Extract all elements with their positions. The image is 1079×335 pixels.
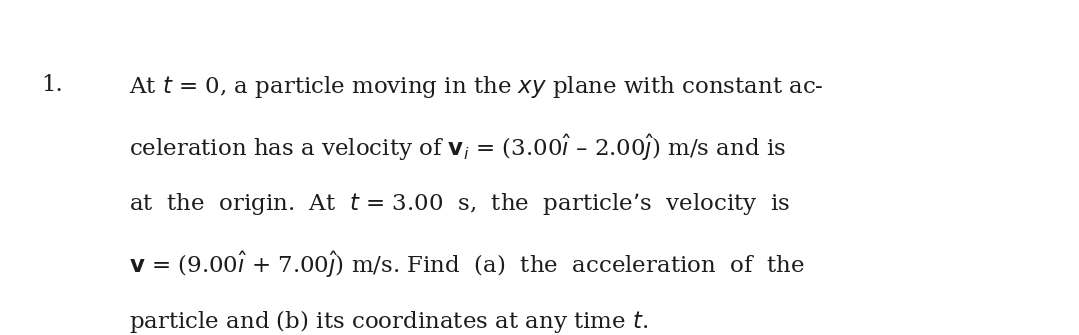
- Text: At $t$ = 0, a particle moving in the $xy$ plane with constant ac-: At $t$ = 0, a particle moving in the $xy…: [129, 74, 824, 100]
- Text: celeration has a velocity of $\mathbf{v}_i$ = (3.00$\hat{\imath}$ – 2.00$\hat{\j: celeration has a velocity of $\mathbf{v}…: [129, 132, 787, 163]
- Text: at  the  origin.  At  $t$ = 3.00  s,  the  particle’s  velocity  is: at the origin. At $t$ = 3.00 s, the part…: [129, 191, 791, 217]
- Text: 1.: 1.: [41, 74, 63, 96]
- Text: particle and (b) its coordinates at any time $t$.: particle and (b) its coordinates at any …: [129, 308, 648, 335]
- Text: $\mathbf{v}$ = (9.00$\hat{\imath}$ + 7.00$\hat{\jmath}$) m/s. Find  (a)  the  ac: $\mathbf{v}$ = (9.00$\hat{\imath}$ + 7.0…: [129, 250, 805, 280]
